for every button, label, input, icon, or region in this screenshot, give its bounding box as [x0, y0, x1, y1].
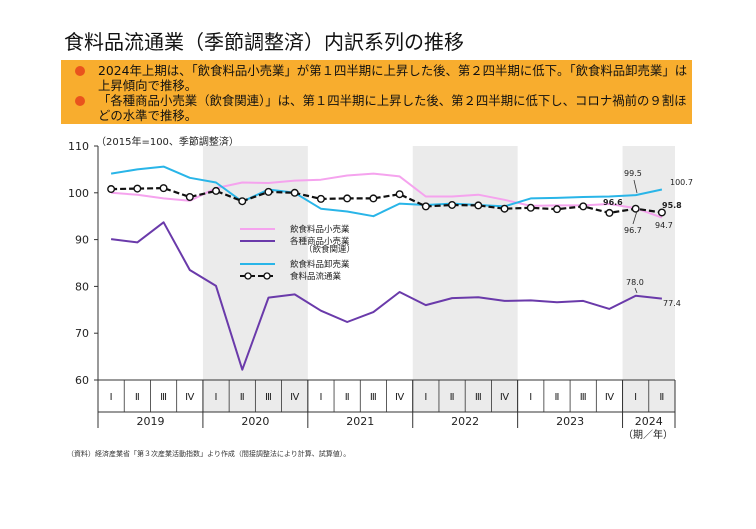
series-point [369, 194, 378, 203]
shaded-band-2020 [202, 146, 308, 412]
series-point [107, 185, 116, 194]
y-tick-label: 60 [75, 374, 89, 387]
series-point [448, 200, 457, 209]
shaded-band-2024 [622, 146, 675, 412]
x-quarter-label: Ⅰ [634, 392, 637, 403]
unit-note: （2015年=100、季節調整済） [96, 137, 239, 148]
x-quarter-label: Ⅰ [424, 392, 427, 403]
series-line-2 [110, 165, 663, 218]
x-quarter-label: Ⅱ [345, 392, 350, 403]
data-label: 94.7 [655, 221, 673, 230]
x-quarter-label: Ⅰ [215, 392, 218, 403]
y-tick-label: 80 [75, 280, 89, 293]
x-quarter-label: Ⅲ [370, 392, 377, 403]
series-line-1 [110, 221, 663, 371]
annotation-leader [634, 287, 638, 294]
legend-sublabel: （飲食関連） [304, 244, 355, 255]
x-year-label: 2023 [556, 415, 584, 428]
x-quarter-label: Ⅳ [185, 392, 195, 403]
bullet-dot-icon [75, 66, 85, 76]
x-quarter-label: Ⅱ [135, 392, 140, 403]
legend-marker [263, 272, 271, 280]
series-point [264, 187, 273, 196]
summary-text-1: 2024年上期は、「飲食料品小売業」が第１四半期に上昇した後、第２四半期に低下。… [98, 63, 688, 93]
series-point [343, 194, 352, 203]
x-quarter-label: Ⅱ [240, 392, 245, 403]
data-label: 77.4 [663, 299, 681, 308]
series-point [500, 204, 509, 213]
summary-text-2: 「各種商品小売業（飲食関連）」は、第１四半期に上昇した後、第２四半期に低下し、コ… [98, 93, 687, 123]
series-line-3 [111, 187, 663, 214]
y-tick-label: 100 [68, 187, 89, 200]
shaded-band-2022 [412, 146, 518, 412]
x-year-label: 2024 [635, 415, 663, 428]
data-label: 96.7 [624, 226, 642, 235]
series-point [395, 190, 404, 199]
annotation-leader [632, 210, 638, 225]
summary-bullet-2: 「各種商品小売業（飲食関連）」は、第１四半期に上昇した後、第２四半期に低下し、コ… [61, 93, 688, 123]
series-point [185, 193, 194, 202]
x-year-label: 2021 [346, 415, 374, 428]
x-quarter-label: Ⅳ [290, 392, 300, 403]
series-point [212, 186, 221, 195]
legend-label: 食料品流通業 [290, 271, 342, 282]
y-tick-label: 90 [75, 234, 89, 247]
legend-label: 飲食料品小売業 [290, 224, 350, 235]
summary-bullet-1: 2024年上期は、「飲食料品小売業」が第１四半期に上昇した後、第２四半期に低下。… [61, 63, 688, 93]
x-quarter-label: Ⅱ [659, 392, 664, 403]
x-axis-unit: （期／年） [623, 428, 673, 441]
legend-label: 飲食料品卸売業 [290, 259, 350, 270]
summary-box: 2024年上期は、「飲食料品小売業」が第１四半期に上昇した後、第２四半期に低下。… [61, 60, 692, 124]
x-quarter-label: Ⅳ [395, 392, 405, 403]
x-quarter-label: Ⅰ [110, 392, 113, 403]
series-point [474, 201, 483, 210]
series-point [631, 204, 640, 213]
x-quarter-label: Ⅲ [475, 392, 482, 403]
series-point [552, 205, 561, 214]
data-label: 99.5 [624, 169, 642, 178]
data-label: 96.6 [603, 198, 623, 207]
series-point [159, 184, 168, 193]
data-label: 95.8 [662, 201, 682, 210]
page-title: 食料品流通業（季節調整済）内訳系列の推移 [64, 30, 464, 54]
series-point [526, 203, 535, 212]
data-label: 78.0 [626, 278, 644, 287]
series-point [579, 202, 588, 211]
x-quarter-label: Ⅱ [555, 392, 560, 403]
legend-marker [244, 272, 252, 280]
x-quarter-label: Ⅲ [580, 392, 587, 403]
x-quarter-label: Ⅳ [500, 392, 510, 403]
series-point [605, 208, 614, 217]
series-point [421, 202, 430, 211]
data-label: 100.7 [670, 178, 693, 187]
x-quarter-label: Ⅱ [450, 392, 455, 403]
x-quarter-label: Ⅲ [265, 392, 272, 403]
series-point [133, 184, 142, 193]
x-quarter-label: Ⅰ [319, 392, 322, 403]
series-point [238, 197, 247, 206]
source-note: （資料）経済産業省「第３次産業活動指数」より作成（間接調整法により計算、試算値）… [67, 450, 351, 458]
x-quarter-label: Ⅲ [160, 392, 167, 403]
x-year-label: 2019 [136, 415, 164, 428]
series-point [290, 188, 299, 197]
bullet-dot-icon [75, 96, 85, 106]
series-point [316, 194, 325, 203]
annotation-leader [633, 179, 638, 194]
y-tick-label: 70 [75, 327, 89, 340]
x-year-label: 2020 [241, 415, 269, 428]
x-year-label: 2022 [451, 415, 479, 428]
x-quarter-label: Ⅰ [529, 392, 532, 403]
x-quarter-label: Ⅳ [605, 392, 615, 403]
y-tick-label: 110 [68, 140, 89, 153]
legend-label: 各種商品小売業 [290, 236, 350, 247]
series-point [657, 208, 666, 217]
